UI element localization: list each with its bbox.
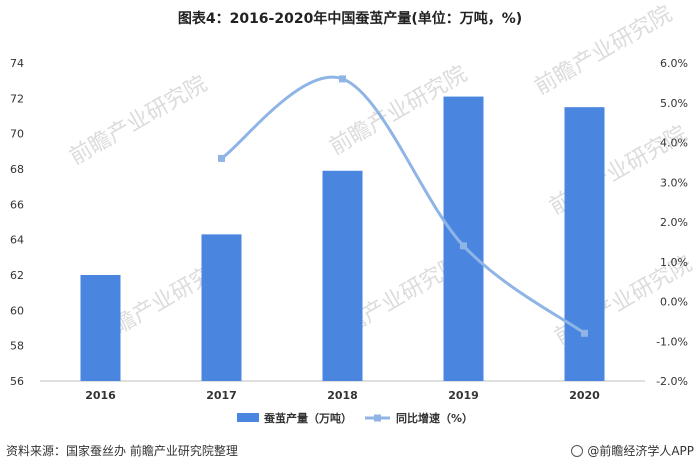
growth-point (339, 75, 346, 83)
brand-label: @前瞻经济学人APP (571, 442, 694, 459)
left-axis-tick-label: 62 (10, 269, 24, 282)
brand-logo-icon (571, 444, 584, 457)
chart-title: 图表4：2016-2020年中国蚕茧产量(单位：万吨，%) (177, 11, 523, 27)
right-axis-tick-label: 1.0% (660, 256, 688, 269)
x-axis-tick-label: 2017 (206, 389, 237, 402)
bar-2016 (80, 275, 121, 381)
growth-point (581, 329, 588, 337)
left-axis-tick-label: 68 (10, 163, 24, 176)
right-axis-ticks: -2.0% -1.0% 0.0% 1.0% 2.0% 3.0% 4.0% 5.0% 6.0% (656, 57, 688, 388)
left-axis-tick-label: 60 (10, 304, 24, 317)
watermark-text: 前瞻产业研究院 (531, 2, 677, 101)
left-axis-tick-label: 56 (10, 375, 24, 388)
right-axis-tick-label: 6.0% (660, 57, 688, 70)
bar-2019 (443, 96, 484, 382)
legend-line-marker (374, 414, 381, 422)
right-axis-tick-label: 5.0% (660, 97, 688, 110)
right-axis-tick-label: 0.0% (660, 296, 688, 309)
x-axis-tick-label: 2020 (569, 389, 600, 402)
line-series (218, 75, 588, 337)
source-note: 资料来源：国家蚕丝办 前瞻产业研究院整理 (6, 444, 238, 458)
brand-text: @前瞻经济学人APP (587, 444, 694, 458)
x-axis-tick-label: 2016 (85, 389, 116, 402)
left-axis-tick-label: 58 (10, 340, 24, 353)
legend-bar-label: 蚕茧产量（万吨） (263, 411, 352, 425)
legend: 蚕茧产量（万吨） 同比增速（%） (237, 411, 473, 425)
right-axis-tick-label: 2.0% (660, 216, 688, 229)
legend-line-label: 同比增速（%） (396, 411, 473, 425)
x-axis-labels: 2016 2017 2018 2019 2020 (85, 389, 600, 402)
bar-series (80, 96, 605, 382)
left-axis-ticks: 56 58 60 62 64 66 68 70 72 74 (10, 57, 24, 388)
left-axis-tick-label: 64 (10, 234, 24, 247)
right-axis-tick-label: 3.0% (660, 176, 688, 189)
right-axis-tick-label: -2.0% (656, 375, 688, 388)
growth-line (220, 75, 586, 335)
left-axis-tick-label: 70 (10, 128, 24, 141)
x-axis-tick-label: 2018 (327, 389, 358, 402)
bar-2017 (201, 234, 242, 381)
right-axis-tick-label: 4.0% (660, 137, 688, 150)
growth-point (218, 154, 225, 162)
watermark-text: 前瞻产业研究院 (66, 72, 212, 171)
left-axis-tick-label: 66 (10, 198, 24, 211)
legend-bar-swatch (237, 413, 259, 422)
growth-point (460, 242, 467, 250)
bar-2018 (322, 170, 363, 381)
right-axis-tick-label: -1.0% (656, 335, 688, 348)
x-axis-tick-label: 2019 (448, 389, 479, 402)
left-axis-tick-label: 74 (10, 57, 24, 70)
left-axis-tick-label: 72 (10, 92, 24, 105)
bar-2020 (564, 107, 605, 382)
